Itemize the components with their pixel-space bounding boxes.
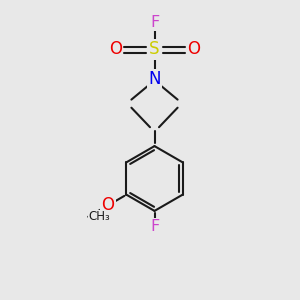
Text: CH₃: CH₃	[88, 210, 110, 223]
Text: F: F	[150, 219, 159, 234]
Text: N: N	[148, 70, 161, 88]
Text: O: O	[101, 196, 114, 214]
Text: O: O	[109, 40, 122, 58]
Text: F: F	[150, 15, 159, 30]
Text: S: S	[149, 40, 160, 58]
Text: O: O	[187, 40, 200, 58]
